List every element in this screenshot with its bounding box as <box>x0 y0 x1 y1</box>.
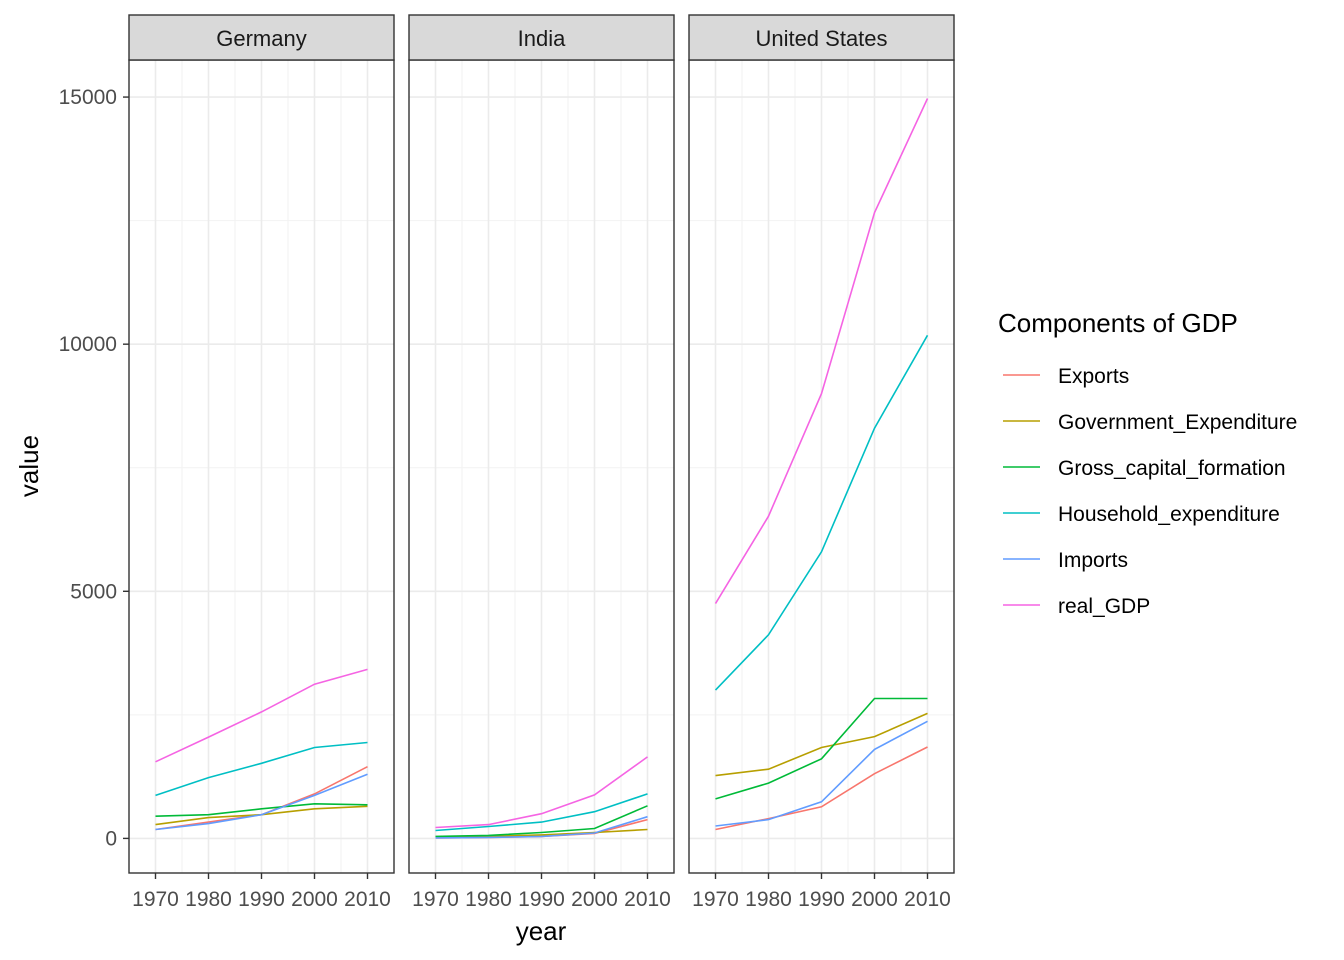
x-tick-label: 2000 <box>571 888 618 911</box>
legend-label: Imports <box>1058 549 1128 572</box>
series-line-real_GDP <box>155 668 368 763</box>
series-line-Government_Expenditure <box>435 828 648 838</box>
y-tick-label: 15000 <box>59 86 117 109</box>
legend: Components of GDP Exports Government_Expe… <box>998 308 1297 618</box>
series-line-Gross_capital_formation <box>715 697 928 800</box>
facet-strip <box>408 14 675 61</box>
x-tick-label: 2000 <box>291 888 338 911</box>
series-line-Imports <box>155 773 368 831</box>
y-tick-label: 5000 <box>70 580 117 603</box>
legend-item-Government_Expenditure: Government_Expenditure <box>1003 411 1297 434</box>
legend-item-real_GDP: real_GDP <box>1003 595 1150 618</box>
facet-strip <box>128 14 395 61</box>
x-tick-label: 1970 <box>692 888 739 911</box>
x-tick-label: 1990 <box>798 888 845 911</box>
legend-title: Components of GDP <box>998 308 1238 338</box>
x-tick-label: 2010 <box>344 888 391 911</box>
facet-panels: Germany 1970 1980 1990 2000 2010 India 1970 1980… <box>128 14 955 911</box>
legend-item-Imports: Imports <box>1003 549 1128 572</box>
legend-item-Exports: Exports <box>1003 365 1129 388</box>
series-line-Imports <box>715 720 928 827</box>
y-axis-title: value <box>14 435 44 497</box>
series-line-Household_expenditure <box>155 741 368 797</box>
series-line-real_GDP <box>714 98 929 605</box>
facet-strip-label: India <box>518 26 566 51</box>
y-tick-label: 0 <box>105 827 117 850</box>
x-tick-label: 1970 <box>132 888 179 911</box>
facet-panel-1: India 1970 1980 1990 2000 2010 <box>408 14 675 911</box>
series-line-Gross_capital_formation <box>155 802 368 817</box>
facet-panel-0: Germany 1970 1980 1990 2000 2010 <box>128 14 395 911</box>
x-tick-label: 1990 <box>518 888 565 911</box>
series-line-Gross_capital_formation <box>435 805 648 838</box>
x-tick-label: 1980 <box>465 888 512 911</box>
y-tick-label: 10000 <box>59 333 117 356</box>
x-axis-title: year <box>516 916 567 946</box>
x-tick-label: 2010 <box>904 888 951 911</box>
legend-label: Household_expenditure <box>1058 503 1280 526</box>
series-line-Household_expenditure <box>435 793 648 832</box>
x-tick-label: 2010 <box>624 888 671 911</box>
facet-strip-label: United States <box>755 26 887 51</box>
facet-strip <box>688 14 955 61</box>
facet-strip-label: Germany <box>216 26 306 51</box>
x-tick-label: 1980 <box>185 888 232 911</box>
facet-panel-2: United States 1970 1980 1990 2000 2010 <box>688 14 955 911</box>
legend-label: Exports <box>1058 365 1129 388</box>
legend-item-Gross_capital_formation: Gross_capital_formation <box>1003 457 1286 480</box>
legend-items: Exports Government_Expenditure Gross_capit… <box>1003 365 1297 618</box>
x-tick-label: 1990 <box>238 888 285 911</box>
legend-label: real_GDP <box>1058 595 1150 618</box>
legend-item-Household_expenditure: Household_expenditure <box>1003 503 1280 526</box>
y-axis: 0 5000 10000 15000 <box>59 86 129 850</box>
series-line-Imports <box>435 815 648 839</box>
legend-label: Gross_capital_formation <box>1058 457 1286 480</box>
x-tick-label: 1970 <box>412 888 459 911</box>
series-line-Household_expenditure <box>714 334 929 691</box>
legend-label: Government_Expenditure <box>1058 411 1297 434</box>
series-line-real_GDP <box>435 756 648 829</box>
x-tick-label: 2000 <box>851 888 898 911</box>
series-line-Government_Expenditure <box>715 712 928 777</box>
x-tick-label: 1980 <box>745 888 792 911</box>
